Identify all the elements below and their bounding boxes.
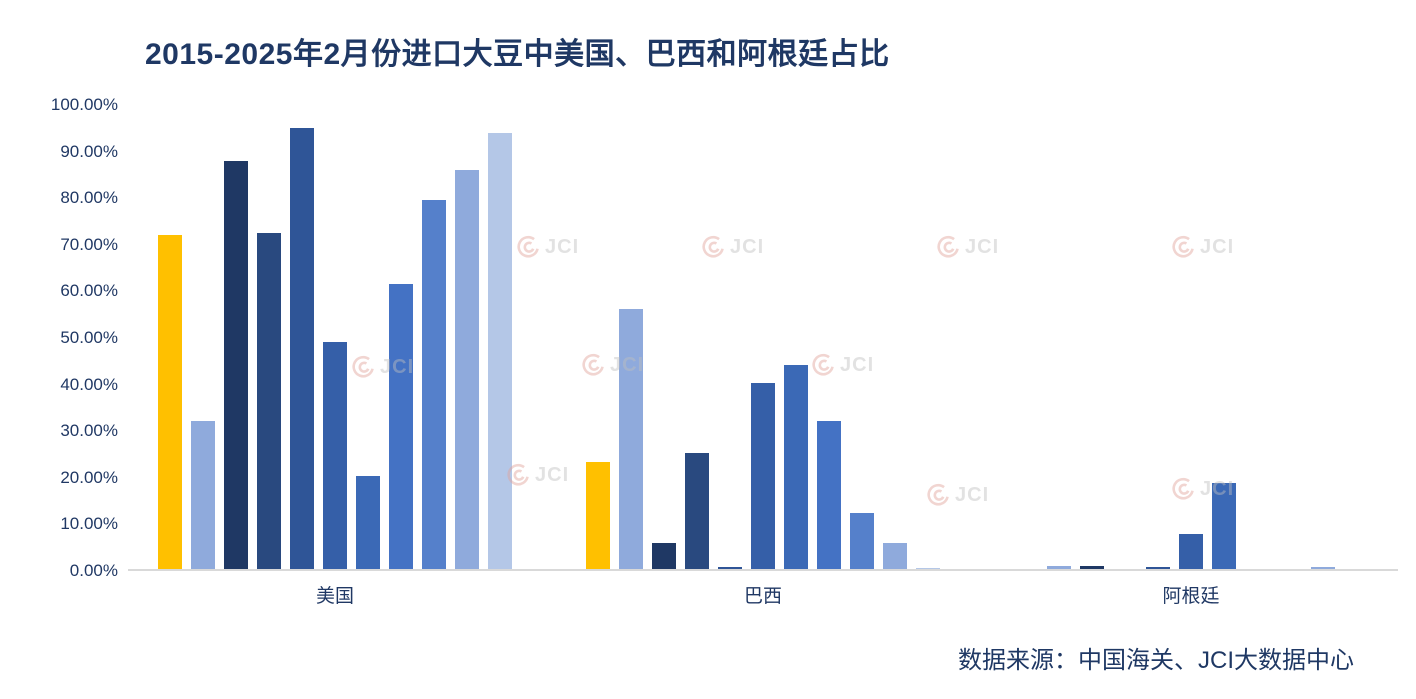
- y-axis-tick-label: 90.00%: [60, 141, 118, 161]
- y-axis-tick-label: 10.00%: [60, 514, 118, 534]
- y-axis-tick-label: 80.00%: [60, 188, 118, 208]
- bar-bar-10-巴西: [883, 543, 907, 569]
- y-axis-tick-label: 30.00%: [60, 421, 118, 441]
- y-axis-tick-label: 70.00%: [60, 234, 118, 254]
- chart-page: 2015-2025年2月份进口大豆中美国、巴西和阿根廷占比 0.00% 10.00…: [0, 34, 1416, 699]
- bar-bar-04-巴西: [685, 453, 709, 569]
- y-axis-tick-label: 50.00%: [60, 328, 118, 347]
- bar-bar-01-美国: [158, 234, 182, 569]
- y-axis-tick-label: 0.00%: [69, 561, 118, 580]
- chart-title: 2015-2025年2月份进口大豆中美国、巴西和阿根廷占比: [145, 38, 890, 71]
- bar-bar-07-阿根廷: [1212, 483, 1236, 569]
- bar-bar-08-巴西: [817, 420, 841, 569]
- bar-bar-07-巴西: [784, 364, 808, 569]
- bar-bar-07-美国: [356, 476, 380, 569]
- bar-bar-02-巴西: [619, 309, 643, 569]
- bar-bar-05-阿根廷: [1146, 566, 1170, 569]
- category-label: 美国: [315, 586, 354, 607]
- bar-bar-08-美国: [389, 283, 413, 569]
- source-text: 数据来源：中国海关、JCI大数据中心: [958, 647, 1354, 674]
- bar-bar-11-巴西: [916, 567, 940, 569]
- plot-column: 美国 巴西 阿根廷: [128, 105, 1398, 608]
- y-axis: 0.00% 10.00% 20.00% 30.00% 40.00% 50.00% 60.00…: [0, 95, 128, 580]
- bar-bar-09-巴西: [850, 513, 874, 569]
- bar-chart: 0.00% 10.00% 20.00% 30.00% 40.00% 50.00% 60.00…: [0, 95, 1416, 608]
- bar-bar-05-巴西: [718, 566, 742, 569]
- bar-bar-01-巴西: [586, 462, 610, 569]
- bar-group-1: [158, 105, 512, 569]
- bar-bar-10-美国: [455, 169, 479, 569]
- y-axis-tick-label: 40.00%: [60, 374, 118, 394]
- bar-bar-09-美国: [422, 200, 446, 569]
- bar-bar-06-阿根廷: [1179, 534, 1203, 569]
- bar-bar-03-巴西: [652, 543, 676, 569]
- bar-bar-11-美国: [488, 132, 512, 569]
- bar-bar-05-美国: [290, 128, 314, 569]
- bar-group-2: [586, 105, 940, 569]
- y-axis-tick-label: 60.00%: [60, 281, 118, 301]
- x-axis-labels: 美国 巴西 阿根廷: [128, 581, 1398, 608]
- y-axis-tick-label: 100.00%: [50, 95, 118, 114]
- bar-bar-03-阿根廷: [1080, 566, 1104, 569]
- bar-bar-02-美国: [191, 420, 215, 569]
- bar-bar-06-巴西: [751, 383, 775, 569]
- bar-bar-02-阿根廷: [1047, 566, 1071, 569]
- bar-bar-04-美国: [257, 232, 281, 569]
- bar-bar-03-美国: [224, 160, 248, 569]
- category-label: 阿根廷: [1162, 586, 1220, 607]
- y-axis-tick-label: 20.00%: [60, 467, 118, 487]
- bar-bar-10-阿根廷: [1311, 566, 1335, 569]
- bar-bar-06-美国: [323, 341, 347, 569]
- category-label: 巴西: [743, 586, 782, 607]
- bar-group-3: [1014, 105, 1368, 569]
- plot-area: [128, 105, 1398, 571]
